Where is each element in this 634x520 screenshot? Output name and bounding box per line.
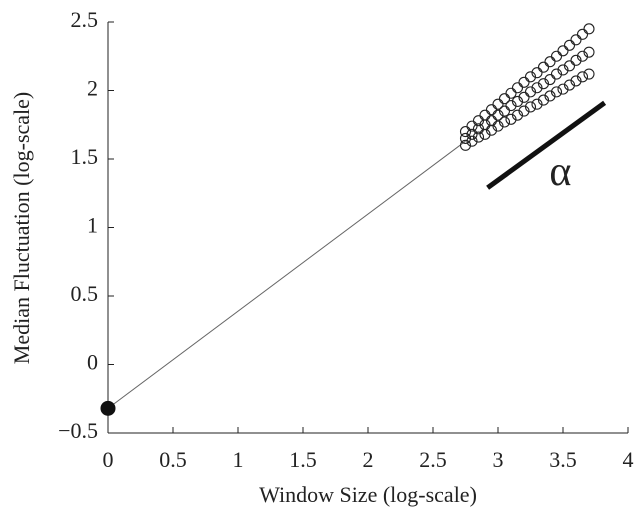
- scatter-point: [537, 61, 550, 73]
- scatter-point: [479, 109, 491, 121]
- scatter-point: [583, 46, 595, 58]
- slope-marker: [486, 100, 607, 190]
- scatter-point: [459, 139, 472, 151]
- x-tick-label: 2: [363, 447, 374, 472]
- scatter-point: [563, 60, 576, 72]
- y-tick-label: 2.5: [71, 7, 99, 32]
- scatter-point: [531, 82, 543, 94]
- fit-line: [107, 140, 466, 409]
- scatter-point: [544, 73, 556, 86]
- x-tick-label: 1: [233, 447, 244, 472]
- x-tick-label: 0.5: [159, 447, 187, 472]
- scatter-point: [524, 86, 537, 98]
- scatter-point: [537, 78, 550, 90]
- scatter-point: [524, 101, 537, 113]
- scatter-point: [576, 50, 589, 62]
- scatter-point: [492, 120, 504, 132]
- scatter-point: [537, 94, 550, 106]
- y-tick-label: 2: [87, 76, 98, 101]
- scatter-point: [570, 54, 582, 66]
- y-tick-label: 1.5: [71, 144, 99, 169]
- y-tick-label: −0.5: [58, 418, 98, 443]
- scatter-point: [544, 56, 556, 68]
- scatter-point: [518, 91, 530, 103]
- scatter-point: [505, 100, 517, 112]
- scatter-point: [466, 135, 478, 147]
- scatter-point: [511, 109, 524, 121]
- scatter-point: [570, 75, 582, 87]
- scatter-point: [485, 104, 498, 116]
- x-tick-label: 1.5: [289, 447, 317, 472]
- x-tick-label: 2.5: [419, 447, 447, 472]
- scatter-point: [485, 115, 498, 127]
- scatter-point: [550, 86, 563, 98]
- scatter-point: [492, 109, 504, 121]
- scatter-point: [583, 23, 595, 35]
- scatter-point: [518, 105, 530, 117]
- scatter-point: [557, 64, 569, 76]
- scatter-point: [576, 28, 589, 40]
- scatter-point: [524, 71, 537, 83]
- slope-label: α: [549, 149, 571, 195]
- y-tick-label: 1: [87, 213, 98, 238]
- x-tick-label: 3: [493, 447, 504, 472]
- scatter-point: [505, 87, 517, 99]
- scatter-point: [459, 126, 472, 138]
- scatter-point: [472, 115, 485, 127]
- scatter-point: [511, 82, 524, 94]
- scatter-point: [563, 39, 576, 51]
- scatter-point: [583, 68, 595, 80]
- scatter-point: [563, 79, 576, 91]
- scatter-point: [531, 67, 543, 79]
- scatter-point: [492, 98, 504, 110]
- scatter-point: [550, 50, 563, 62]
- scatter-point: [466, 128, 478, 140]
- scatter-point: [557, 83, 569, 95]
- scatter-point: [550, 68, 563, 80]
- x-tick-label: 4: [623, 447, 634, 472]
- scatter-point: [498, 105, 511, 117]
- scatter-point: [544, 90, 556, 102]
- scatter-point: [498, 93, 511, 105]
- y-tick-label: 0.5: [71, 281, 99, 306]
- scatter-point: [498, 116, 511, 128]
- y-axis-label: Median Fluctuation (log-scale): [9, 92, 34, 364]
- scatter-point: [472, 123, 485, 135]
- start-point: [100, 400, 116, 416]
- scatter-point: [518, 76, 530, 88]
- scatter-point: [557, 45, 569, 57]
- x-tick-label: 0: [103, 447, 114, 472]
- scatter-point: [576, 71, 589, 83]
- x-tick-label: 3.5: [549, 447, 577, 472]
- scatter-point: [531, 98, 543, 110]
- scatter-point: [505, 113, 517, 125]
- scatter-point: [511, 95, 524, 108]
- scatter-point: [472, 131, 485, 143]
- scatter-point: [466, 120, 478, 132]
- scatter-point: [459, 132, 472, 144]
- x-axis-label: Window Size (log-scale): [259, 482, 477, 507]
- y-tick-label: 0: [87, 350, 98, 375]
- scatter-point: [570, 34, 582, 46]
